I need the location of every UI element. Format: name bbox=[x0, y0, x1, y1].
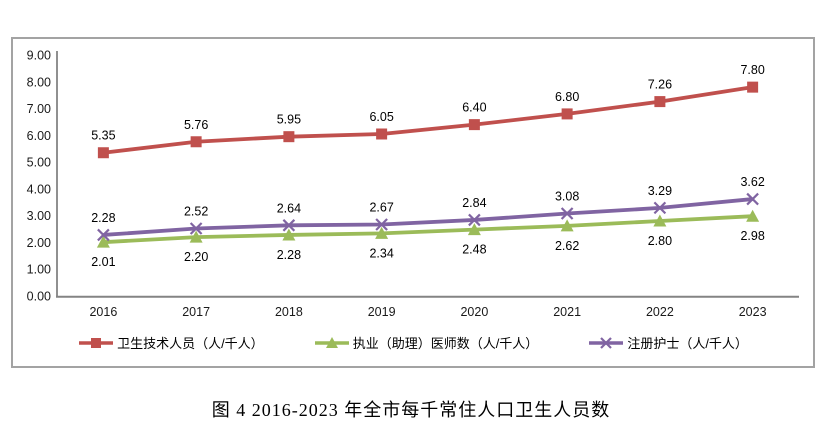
chart-legend: 卫生技术人员（人/千人） 执业（助理）医师数（人/千人） 注册护士（人/千人） bbox=[13, 333, 813, 352]
legend-item-health-technicians: 卫生技术人员（人/千人） bbox=[78, 333, 264, 352]
svg-text:2020: 2020 bbox=[460, 305, 488, 319]
svg-text:7.00: 7.00 bbox=[27, 102, 51, 116]
svg-text:2.20: 2.20 bbox=[184, 250, 208, 264]
legend-item-licensed-physicians: 执业（助理）医师数（人/千人） bbox=[314, 333, 539, 352]
svg-text:2.64: 2.64 bbox=[277, 201, 301, 215]
svg-text:2.28: 2.28 bbox=[277, 248, 301, 262]
legend-label-licensed-physicians: 执业（助理）医师数（人/千人） bbox=[352, 336, 539, 351]
svg-text:2016: 2016 bbox=[89, 305, 117, 319]
legend-item-registered-nurses: 注册护士（人/千人） bbox=[588, 333, 748, 352]
svg-text:6.00: 6.00 bbox=[27, 129, 51, 143]
svg-text:2018: 2018 bbox=[275, 305, 303, 319]
svg-text:5.35: 5.35 bbox=[91, 129, 115, 143]
svg-text:6.05: 6.05 bbox=[369, 110, 393, 124]
svg-text:2.84: 2.84 bbox=[462, 196, 486, 210]
svg-text:6.80: 6.80 bbox=[555, 90, 579, 104]
svg-text:2.28: 2.28 bbox=[91, 211, 115, 225]
svg-text:2.52: 2.52 bbox=[184, 205, 208, 219]
svg-text:2.01: 2.01 bbox=[91, 255, 115, 269]
svg-text:2.34: 2.34 bbox=[369, 246, 393, 260]
legend-label-health-technicians: 卫生技术人员（人/千人） bbox=[117, 336, 264, 351]
line-triangle-marker-icon bbox=[314, 336, 349, 348]
svg-text:7.80: 7.80 bbox=[740, 63, 764, 77]
figure-caption: 图 4 2016-2023 年全市每千常住人口卫生人员数 bbox=[211, 400, 611, 420]
svg-text:2.62: 2.62 bbox=[555, 239, 579, 253]
svg-text:2017: 2017 bbox=[182, 305, 210, 319]
line-x-marker-icon bbox=[589, 336, 624, 349]
svg-text:6.40: 6.40 bbox=[462, 101, 486, 115]
svg-text:9.00: 9.00 bbox=[27, 49, 51, 63]
legend-label-registered-nurses: 注册护士（人/千人） bbox=[627, 336, 748, 351]
svg-text:5.76: 5.76 bbox=[184, 118, 208, 132]
svg-text:8.00: 8.00 bbox=[27, 75, 51, 89]
svg-text:2022: 2022 bbox=[646, 305, 674, 319]
svg-text:1.00: 1.00 bbox=[27, 263, 51, 277]
svg-text:7.26: 7.26 bbox=[648, 78, 672, 92]
svg-text:0.00: 0.00 bbox=[27, 290, 51, 304]
svg-text:3.29: 3.29 bbox=[648, 184, 672, 198]
svg-text:2023: 2023 bbox=[739, 305, 767, 319]
svg-text:2.67: 2.67 bbox=[369, 201, 393, 215]
line-chart: 0.00 1.00 2.00 3.00 4.00 5.00 6.00 7.00 8.00 9.00… bbox=[27, 49, 799, 319]
svg-text:2021: 2021 bbox=[553, 305, 581, 319]
chart-frame: 0.00 1.00 2.00 3.00 4.00 5.00 6.00 7.00 8.00 9.00… bbox=[11, 37, 815, 368]
svg-text:5.95: 5.95 bbox=[277, 113, 301, 127]
line-square-marker-icon bbox=[79, 337, 114, 348]
svg-text:5.00: 5.00 bbox=[27, 156, 51, 170]
svg-text:3.62: 3.62 bbox=[740, 175, 764, 189]
svg-text:2.00: 2.00 bbox=[27, 236, 51, 250]
svg-text:2019: 2019 bbox=[368, 305, 396, 319]
svg-text:3.08: 3.08 bbox=[555, 190, 579, 204]
svg-text:3.00: 3.00 bbox=[27, 209, 51, 223]
svg-text:2.98: 2.98 bbox=[740, 229, 764, 243]
svg-text:2.48: 2.48 bbox=[462, 243, 486, 257]
svg-text:4.00: 4.00 bbox=[27, 182, 51, 196]
svg-text:2.80: 2.80 bbox=[648, 234, 672, 248]
